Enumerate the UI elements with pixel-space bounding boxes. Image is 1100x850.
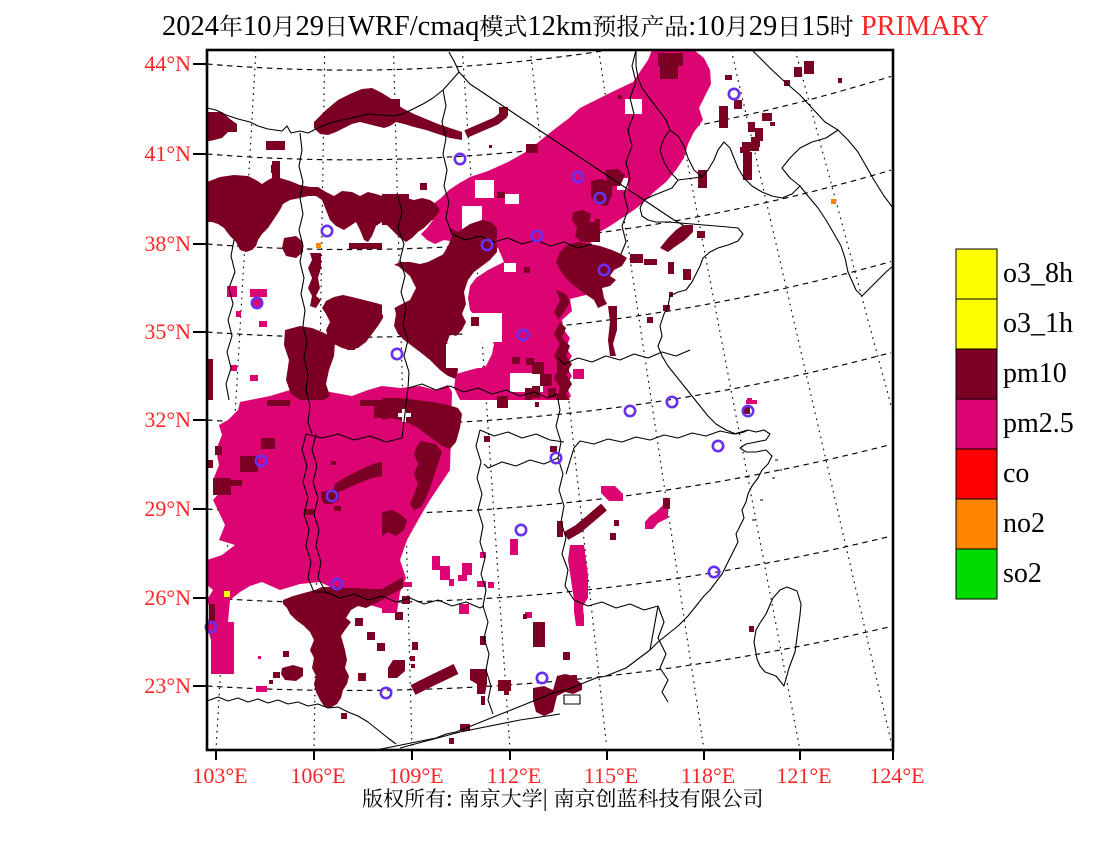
svg-text:no2: no2 [1003, 508, 1045, 539]
svg-text:pm2.5: pm2.5 [1003, 408, 1074, 439]
svg-text:12km: 12km [527, 11, 592, 42]
svg-text:118°E: 118°E [681, 763, 735, 788]
svg-text:109°E: 109°E [388, 763, 443, 788]
svg-text:26°N: 26°N [144, 585, 191, 610]
svg-text:106°E: 106°E [290, 763, 345, 788]
svg-text:23°N: 23°N [144, 673, 191, 698]
svg-text:29°N: 29°N [144, 496, 191, 521]
svg-text:so2: so2 [1003, 558, 1042, 589]
svg-text:121°E: 121°E [776, 763, 831, 788]
svg-text:15: 15 [801, 11, 830, 42]
svg-text:PRIMARY: PRIMARY [854, 11, 989, 42]
svg-text:2024: 2024 [162, 11, 219, 42]
svg-text:co: co [1003, 458, 1029, 489]
svg-text:o3_1h: o3_1h [1003, 308, 1073, 339]
svg-text:115°E: 115°E [584, 763, 638, 788]
svg-text:41°N: 41°N [144, 141, 191, 166]
svg-text:WRF/cmaq: WRF/cmaq [348, 11, 479, 42]
svg-text:38°N: 38°N [144, 231, 191, 256]
svg-text:pm10: pm10 [1003, 358, 1067, 389]
svg-text:112°E: 112°E [487, 763, 541, 788]
svg-text:29: 29 [296, 11, 325, 42]
svg-text:29: 29 [749, 11, 778, 42]
svg-text:10: 10 [243, 11, 272, 42]
svg-text:35°N: 35°N [144, 319, 191, 344]
svg-text:32°N: 32°N [144, 407, 191, 432]
svg-text:124°E: 124°E [869, 763, 924, 788]
svg-text:44°N: 44°N [144, 51, 191, 76]
svg-text:o3_8h: o3_8h [1003, 258, 1073, 289]
svg-text::10: :10 [688, 11, 724, 42]
svg-text:|: | [543, 786, 554, 812]
svg-text:103°E: 103°E [192, 763, 247, 788]
svg-text::: : [446, 786, 459, 812]
